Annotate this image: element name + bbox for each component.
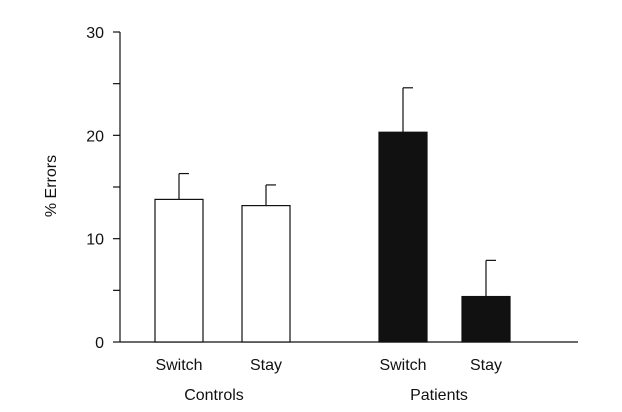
group-label-patients: Patients [410,387,468,404]
bar-controls-stay [241,205,291,343]
group-label-controls: Controls [184,387,244,404]
bar-patients-stay [461,295,511,343]
y-tick-label-0: 0 [95,335,104,352]
y-tick-label-30: 30 [86,25,104,42]
y-tick-label-10: 10 [86,232,104,249]
y-tick-label-20: 20 [86,128,104,145]
bar-patients-switch [378,131,428,343]
category-label-controls-switch: Switch [155,357,202,374]
category-label-patients-stay: Stay [470,357,502,374]
bars [154,87,511,343]
category-label-patients-switch: Switch [379,357,426,374]
y-axis-title: % Errors [43,155,60,217]
category-label-controls-stay: Stay [250,357,282,374]
bar-controls-switch [154,198,204,343]
y-axis-ticks: 0 10 20 30 [86,25,120,352]
